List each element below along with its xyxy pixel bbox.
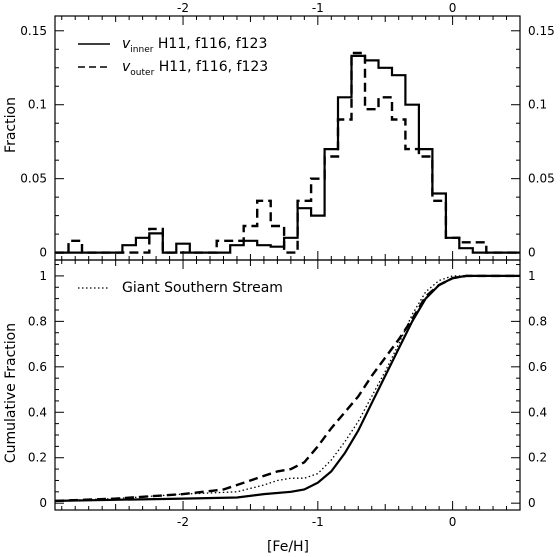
series-dotted	[54, 275, 520, 502]
legend-subscript: inner	[130, 45, 153, 55]
legend-rest: H11, f116, f123	[154, 59, 268, 75]
y-tick-label-left: 0.8	[28, 314, 47, 328]
y-tick-label-left: 1	[39, 269, 47, 283]
x-tick-label: -2	[177, 515, 189, 529]
y-tick-label-left: 0	[39, 496, 47, 510]
x-axis-label: [Fe/H]	[267, 539, 309, 555]
series-solid	[55, 54, 520, 254]
x-tick-label-top: -1	[312, 1, 324, 15]
y-tick-label-right: 0.8	[528, 314, 547, 328]
y-tick-label-right: 1	[528, 269, 536, 283]
legend-label: vinner H11, f116, f123	[122, 36, 267, 55]
y-tick-label-left: 0.1	[28, 98, 47, 112]
x-tick-label: 0	[449, 515, 457, 529]
legend-symbol: v	[122, 59, 131, 75]
y-tick-label-left: 0.05	[20, 172, 47, 186]
series-dashed	[54, 274, 520, 503]
y-tick-label-right: 0	[528, 496, 536, 510]
y-tick-label-right: 0.15	[528, 24, 555, 38]
legend-label: Giant Southern Stream	[122, 280, 283, 296]
y-tick-label-left: 0.4	[28, 405, 47, 419]
x-tick-label-top: 0	[449, 1, 457, 15]
legend-subscript: outer	[130, 68, 154, 78]
series-dashed	[55, 51, 520, 254]
legend-symbol: v	[122, 36, 131, 52]
y-tick-label-left: 0	[39, 246, 47, 260]
bottom-panel: -2 -1 0 0 0 0.2 0.2 0.4 0.4 0.6 0.6 0.8 0.8 1 1 Giant S…	[28, 259, 547, 529]
y-tick-label-right: 0	[528, 246, 536, 260]
y-tick-label-right: 0.1	[528, 98, 547, 112]
legend-rest: H11, f116, f123	[153, 36, 267, 52]
y-tick-label-left: 0.15	[20, 24, 47, 38]
plot-frame	[54, 15, 521, 261]
legend-label: vouter H11, f116, f123	[122, 59, 268, 78]
x-tick-label: -1	[312, 515, 324, 529]
bottom-y-axis-label: Cumulative Fraction	[3, 323, 19, 463]
top-y-axis-label: Fraction	[3, 97, 19, 153]
y-tick-label-right: 0.4	[528, 405, 547, 419]
plot-frame	[54, 259, 521, 511]
series-solid	[54, 274, 520, 502]
x-tick-label-top: -2	[177, 1, 189, 15]
y-tick-label-right: 0.2	[528, 451, 547, 465]
y-tick-label-right: 0.6	[528, 360, 547, 374]
y-tick-label-left: 0.2	[28, 451, 47, 465]
y-tick-label-right: 0.05	[528, 172, 555, 186]
y-tick-label-left: 0.6	[28, 360, 47, 374]
